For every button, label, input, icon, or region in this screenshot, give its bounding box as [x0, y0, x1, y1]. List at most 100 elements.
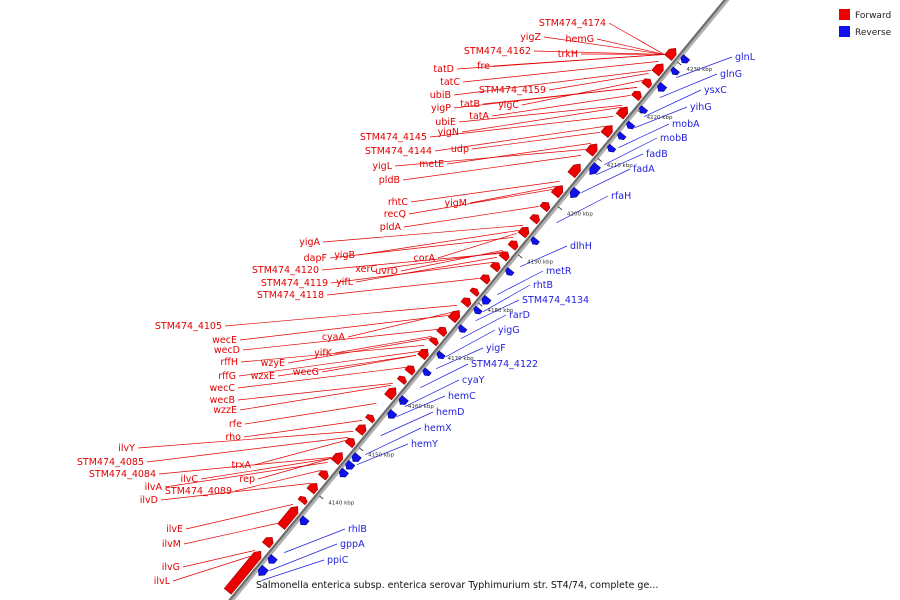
reverse-gene-arrow[interactable]: [616, 131, 627, 142]
forward-gene-label[interactable]: wzxE: [251, 371, 275, 382]
forward-gene-arrow[interactable]: [615, 104, 631, 120]
reverse-gene-arrow[interactable]: [679, 54, 691, 65]
forward-gene-label[interactable]: STM474_4084: [89, 469, 156, 480]
reverse-gene-arrow[interactable]: [625, 120, 636, 131]
forward-gene-shape[interactable]: [585, 141, 601, 157]
forward-gene-label[interactable]: ilvG: [162, 562, 180, 573]
forward-gene-shape[interactable]: [365, 413, 377, 424]
forward-gene-arrow[interactable]: [384, 385, 400, 401]
forward-gene-label[interactable]: rfe: [229, 419, 242, 430]
forward-gene-shape[interactable]: [297, 494, 309, 506]
forward-gene-arrow[interactable]: [517, 224, 531, 239]
forward-gene-arrow[interactable]: [417, 346, 431, 361]
reverse-gene-shape[interactable]: [344, 460, 356, 471]
forward-gene-shape[interactable]: [507, 238, 520, 251]
forward-gene-label[interactable]: yifL: [336, 277, 354, 288]
forward-gene-label[interactable]: fre: [477, 61, 490, 72]
forward-gene-label[interactable]: STM474_4174: [539, 18, 606, 29]
reverse-gene-label[interactable]: glnG: [720, 69, 742, 80]
forward-gene-arrow[interactable]: [539, 200, 552, 213]
forward-gene-shape[interactable]: [529, 212, 542, 225]
forward-gene-arrow[interactable]: [223, 548, 264, 595]
reverse-gene-shape[interactable]: [397, 395, 409, 407]
reverse-gene-arrow[interactable]: [568, 186, 581, 200]
forward-gene-shape[interactable]: [277, 504, 301, 530]
reverse-gene-shape[interactable]: [266, 554, 278, 566]
forward-gene-shape[interactable]: [261, 535, 275, 549]
reverse-gene-label[interactable]: hemX: [424, 423, 452, 434]
forward-gene-shape[interactable]: [498, 249, 511, 262]
forward-gene-shape[interactable]: [436, 325, 449, 338]
reverse-gene-arrow[interactable]: [638, 105, 649, 116]
forward-gene-arrow[interactable]: [428, 336, 440, 347]
forward-gene-arrow[interactable]: [306, 481, 320, 495]
forward-gene-arrow[interactable]: [330, 450, 346, 466]
forward-gene-arrow[interactable]: [507, 238, 520, 251]
reverse-gene-arrow[interactable]: [337, 467, 349, 479]
forward-gene-label[interactable]: yigL: [372, 161, 392, 172]
forward-gene-arrow[interactable]: [664, 45, 680, 61]
forward-gene-label[interactable]: STM474_4105: [155, 321, 222, 332]
reverse-gene-shape[interactable]: [350, 452, 362, 464]
reverse-gene-shape[interactable]: [337, 467, 349, 479]
forward-gene-label[interactable]: ilvD: [140, 495, 158, 506]
reverse-gene-shape[interactable]: [568, 186, 581, 200]
reverse-gene-label[interactable]: rhlB: [348, 524, 367, 535]
forward-gene-label[interactable]: cyaA: [322, 332, 346, 343]
reverse-gene-label[interactable]: STM474_4134: [522, 295, 589, 306]
forward-gene-label[interactable]: ilvC: [180, 474, 198, 485]
forward-gene-label[interactable]: tatB: [460, 99, 480, 110]
forward-gene-label[interactable]: uvrD: [375, 266, 398, 277]
forward-gene-label[interactable]: STM474_4144: [365, 146, 432, 157]
forward-gene-label[interactable]: rho: [225, 432, 241, 443]
reverse-gene-label[interactable]: rhtB: [533, 280, 553, 291]
forward-gene-shape[interactable]: [354, 422, 368, 436]
reverse-gene-shape[interactable]: [256, 564, 269, 578]
reverse-gene-shape[interactable]: [616, 131, 627, 142]
reverse-gene-arrow[interactable]: [344, 460, 356, 471]
reverse-gene-arrow[interactable]: [397, 395, 409, 407]
reverse-gene-label[interactable]: yihG: [690, 102, 712, 113]
forward-gene-shape[interactable]: [600, 123, 616, 139]
reverse-gene-arrow[interactable]: [606, 143, 617, 154]
reverse-gene-shape[interactable]: [529, 236, 540, 247]
reverse-gene-label[interactable]: rarD: [509, 310, 530, 321]
reverse-gene-arrow[interactable]: [435, 350, 446, 361]
reverse-gene-label[interactable]: ysxC: [704, 85, 727, 96]
forward-gene-label[interactable]: dapF: [304, 253, 327, 264]
reverse-gene-arrow[interactable]: [421, 367, 432, 378]
reverse-gene-label[interactable]: rfaH: [611, 191, 631, 202]
forward-gene-label[interactable]: trkH: [558, 49, 578, 60]
forward-gene-shape[interactable]: [417, 346, 431, 361]
forward-gene-label[interactable]: STM474_4085: [77, 457, 144, 468]
forward-gene-label[interactable]: wecC: [210, 383, 236, 394]
reverse-gene-arrow[interactable]: [457, 324, 468, 335]
forward-gene-shape[interactable]: [223, 548, 264, 595]
reverse-gene-label[interactable]: glnL: [735, 52, 756, 63]
forward-gene-arrow[interactable]: [261, 535, 275, 549]
forward-gene-shape[interactable]: [567, 161, 584, 179]
forward-gene-label[interactable]: yigA: [299, 237, 320, 248]
reverse-gene-label[interactable]: hemC: [448, 391, 476, 402]
forward-gene-arrow[interactable]: [489, 260, 502, 273]
forward-gene-shape[interactable]: [344, 436, 357, 449]
reverse-gene-shape[interactable]: [606, 143, 617, 154]
forward-gene-label[interactable]: trxA: [232, 460, 252, 471]
reverse-gene-label[interactable]: dlhH: [570, 241, 592, 252]
forward-gene-arrow[interactable]: [436, 325, 449, 338]
forward-gene-label[interactable]: recQ: [384, 209, 406, 220]
reverse-gene-arrow[interactable]: [504, 267, 515, 278]
reverse-gene-arrow[interactable]: [655, 82, 668, 93]
forward-gene-arrow[interactable]: [365, 413, 377, 424]
forward-gene-label[interactable]: ubiB: [430, 90, 451, 101]
forward-gene-label[interactable]: STM474_4089: [165, 486, 232, 497]
forward-gene-shape[interactable]: [396, 374, 408, 385]
forward-gene-arrow[interactable]: [641, 76, 654, 89]
forward-gene-label[interactable]: pldB: [379, 175, 400, 186]
reverse-gene-shape[interactable]: [421, 367, 432, 378]
reverse-gene-label[interactable]: hemY: [411, 439, 438, 450]
forward-gene-arrow[interactable]: [651, 61, 667, 77]
reverse-gene-arrow[interactable]: [480, 294, 492, 306]
forward-gene-label[interactable]: yigP: [431, 103, 451, 114]
reverse-gene-shape[interactable]: [435, 350, 446, 361]
